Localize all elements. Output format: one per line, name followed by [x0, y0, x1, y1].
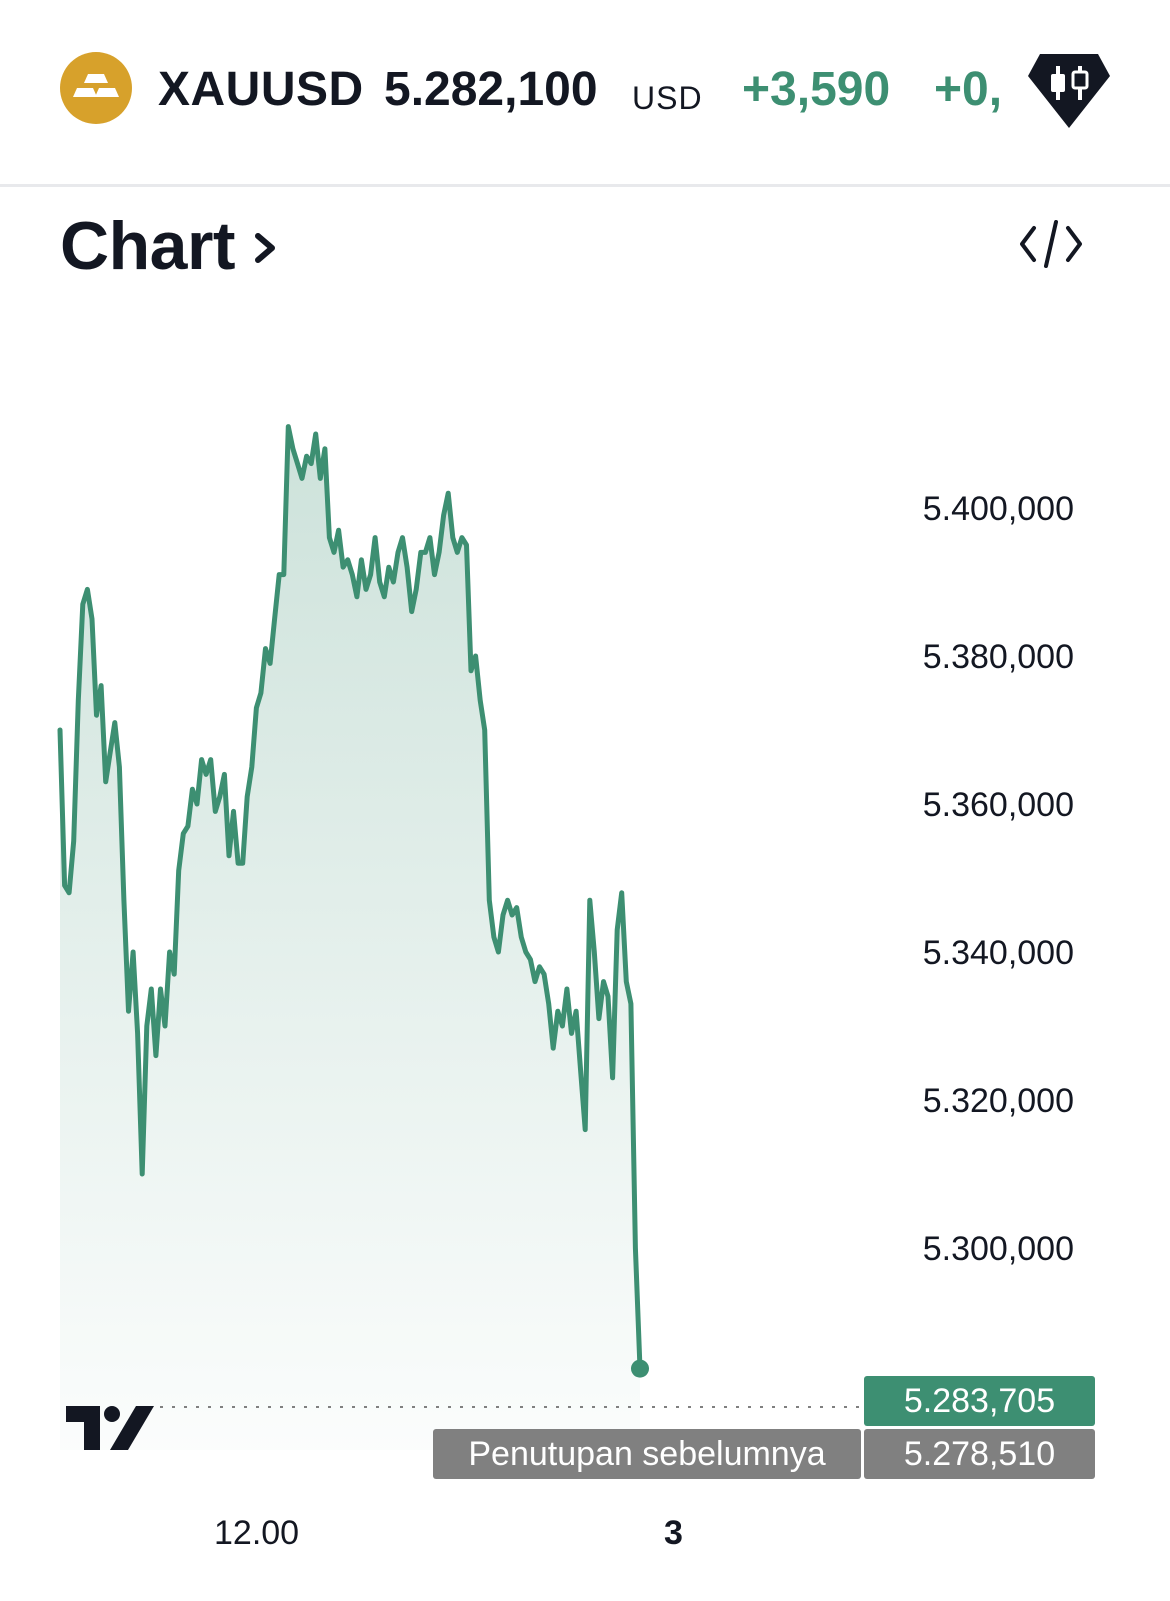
currency-label: USD: [632, 80, 703, 116]
last-price: 5.282,100: [384, 63, 598, 116]
code-embed-icon[interactable]: [1018, 220, 1084, 268]
y-tick-label: 5.380,000: [923, 638, 1074, 676]
y-tick-label: 5.400,000: [923, 490, 1074, 528]
y-tick-label: 5.340,000: [923, 934, 1074, 972]
candlestick-icon[interactable]: [1026, 50, 1112, 132]
y-tick-label: 5.320,000: [923, 1082, 1074, 1120]
price-area-fill: [60, 426, 640, 1451]
price-chart[interactable]: 5.300,000 5.320,000 5.340,000 5.360,000 5.38…: [0, 300, 1170, 1601]
last-price-marker: [631, 1359, 649, 1378]
symbol-name[interactable]: XAUUSD: [158, 63, 364, 116]
quote-header: XAUUSD 5.282,100 USD +3,590 +0,: [0, 0, 1170, 187]
price-line: [57, 424, 643, 1372]
change-absolute: +3,590: [742, 63, 891, 116]
gold-bars-icon: [60, 52, 132, 124]
y-tick-label: 5.300,000: [923, 1230, 1074, 1268]
y-axis: 5.300,000 5.320,000 5.340,000 5.360,000 5.38…: [923, 490, 1074, 1268]
last-price-tag: 5.283,705: [864, 1376, 1095, 1426]
previous-close-label: Penutupan sebelumnya: [433, 1429, 861, 1479]
x-tick-label: 3: [664, 1514, 683, 1552]
x-tick-label: 12.00: [214, 1514, 300, 1552]
change-percent: +0,: [934, 63, 1003, 116]
chevron-right-icon[interactable]: [250, 226, 282, 270]
tradingview-logo: [66, 1406, 154, 1450]
chart-section-title[interactable]: Chart: [60, 208, 236, 284]
previous-close-tag: 5.278,510: [864, 1429, 1095, 1479]
y-tick-label: 5.360,000: [923, 786, 1074, 824]
